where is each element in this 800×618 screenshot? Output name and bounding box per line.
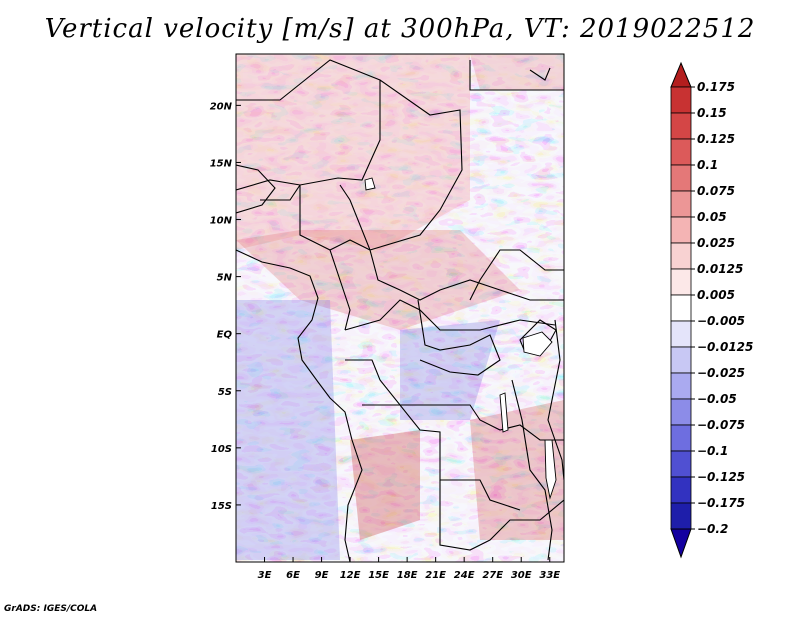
lat-label: 15N [210, 158, 233, 169]
colorbar-label: −0.175 [697, 496, 745, 510]
colorbar-label: −0.025 [697, 366, 745, 380]
lon-label: 21E [425, 570, 446, 581]
lat-label: 15S [211, 501, 232, 512]
lon-label: 3E [258, 570, 272, 581]
lat-label: 10S [211, 444, 232, 455]
colorbar-swatch [670, 476, 692, 504]
colorbar-swatch [670, 346, 692, 374]
velocity-field [236, 54, 564, 562]
colorbar-swatch [670, 216, 692, 244]
colorbar-label: 0.175 [697, 80, 735, 94]
chart-title: Vertical velocity [m/s] at 300hPa, VT: 2… [44, 14, 756, 44]
colorbar-label: 0.075 [697, 184, 735, 198]
longitude-axis: 3E 6E 9E 12E 15E 18E 21E 24E 27E 30E 33E [258, 557, 560, 581]
latitude-axis: 20N 15N 10N 5N EQ 5S 10S 15S [210, 101, 241, 512]
lon-label: 24E [454, 570, 475, 581]
colorbar: 0.175 0.15 0.125 0.1 0.075 0.05 0.025 0.0125 0.0… [670, 61, 753, 559]
grads-credit: GrADS: IGES/COLA [4, 604, 98, 614]
colorbar-label: 0.15 [697, 106, 727, 120]
lon-label: 9E [315, 570, 329, 581]
lon-label: 27E [482, 570, 503, 581]
lon-label: 33E [539, 570, 560, 581]
colorbar-swatch [670, 112, 692, 140]
colorbar-swatch [670, 268, 692, 296]
lat-label: 20N [210, 101, 233, 112]
colorbar-swatch [670, 502, 692, 530]
colorbar-swatch [670, 190, 692, 218]
colorbar-top-arrow [670, 61, 692, 88]
colorbar-swatch [670, 138, 692, 166]
colorbar-swatch [670, 86, 692, 114]
map-frame [235, 53, 565, 563]
colorbar-swatch [670, 424, 692, 452]
colorbar-bottom-arrow [670, 528, 692, 559]
lon-label: 18E [397, 570, 418, 581]
colorbar-label: 0.125 [697, 132, 735, 146]
lon-label: 6E [286, 570, 300, 581]
colorbar-swatch [670, 294, 692, 322]
colorbar-swatch [670, 242, 692, 270]
colorbar-swatch [670, 320, 692, 348]
colorbar-swatch [670, 398, 692, 426]
lat-label: EQ [217, 330, 233, 341]
colorbar-swatch [670, 164, 692, 192]
colorbar-label: −0.1 [697, 444, 728, 458]
colorbar-label: 0.025 [697, 236, 735, 250]
lat-label: 5S [218, 387, 232, 398]
lon-label: 15E [368, 570, 389, 581]
colorbar-label: −0.075 [697, 418, 745, 432]
colorbar-label: −0.005 [697, 314, 745, 328]
colorbar-label: 0.05 [697, 210, 727, 224]
colorbar-label: −0.05 [697, 392, 737, 406]
colorbar-swatch [670, 450, 692, 478]
lat-label: 5N [217, 273, 233, 284]
colorbar-label: 0.005 [697, 288, 735, 302]
colorbar-label: 0.0125 [697, 262, 743, 276]
lat-label: 10N [210, 216, 233, 227]
colorbar-label: 0.1 [697, 158, 718, 172]
colorbar-label: −0.0125 [697, 340, 753, 354]
colorbar-swatch [670, 372, 692, 400]
colorbar-label: −0.125 [697, 470, 745, 484]
lon-label: 12E [340, 570, 361, 581]
lon-label: 30E [511, 570, 532, 581]
colorbar-label: −0.2 [697, 522, 728, 536]
